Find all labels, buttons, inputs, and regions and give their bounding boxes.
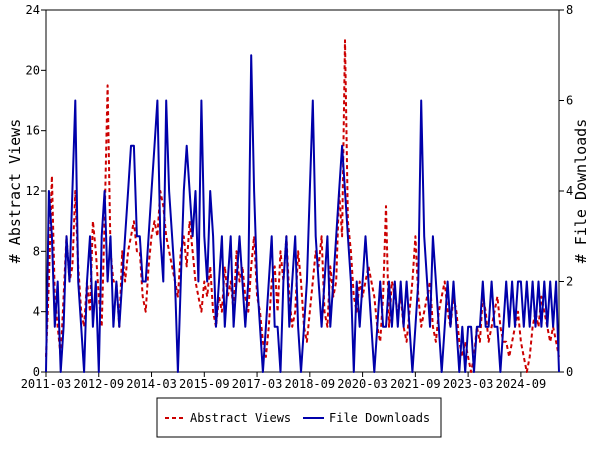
x-tick-label: 2018-09 [285,377,336,391]
plot-area [45,9,560,373]
y-right-tick-label: 8 [566,3,573,17]
x-tick-label: 2024-09 [496,377,547,391]
y-left-tick-label: 24 [26,3,40,17]
series-line-file-downloads [45,54,560,373]
y-left-tick-label: 12 [26,184,40,198]
legend-label-abstract-views: Abstract Views [190,411,291,425]
y-left-tick-label: 8 [33,244,40,258]
x-tick-label: 2011-03 [21,377,72,391]
legend-label-file-downloads: File Downloads [329,411,430,425]
x-tick-label: 2023-03 [443,377,494,391]
y-right-tick-label: 2 [566,275,573,289]
right-y-axis-title: # File Downloads [572,119,590,264]
x-tick-label: 2021-09 [390,377,441,391]
x-tick-label: 2017-03 [232,377,283,391]
y-right-tick-label: 4 [566,184,573,198]
y-left-tick-label: 4 [33,305,40,319]
y-left-tick-label: 0 [33,365,40,379]
left-y-axis-title: # Abstract Views [6,119,24,264]
x-axis: 2011-03 2012-09 2014-03 2015-09 2017-03 2018-… [21,372,546,391]
left-y-axis: 0 4 8 12 16 20 24 [26,3,46,379]
right-y-axis: 0 2 4 6 8 [559,3,573,379]
legend: Abstract Views File Downloads [156,397,442,438]
x-tick-label: 2020-03 [337,377,388,391]
y-left-tick-label: 20 [26,63,40,77]
y-right-tick-label: 0 [566,365,573,379]
x-tick-label: 2014-03 [126,377,177,391]
y-right-tick-label: 6 [566,94,573,108]
x-tick-label: 2015-09 [179,377,230,391]
x-tick-label: 2012-09 [73,377,124,391]
legend-box [156,397,442,438]
series-layer [45,39,560,373]
y-left-tick-label: 16 [26,124,40,138]
